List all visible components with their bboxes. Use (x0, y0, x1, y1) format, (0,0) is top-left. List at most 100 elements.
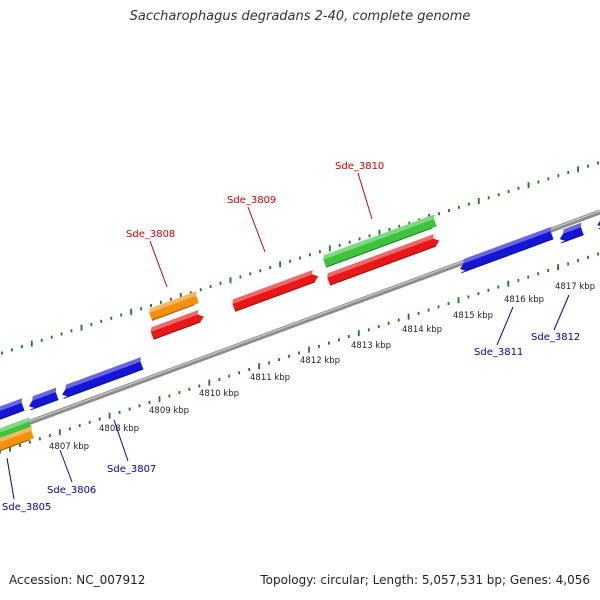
lower-tick (308, 346, 310, 353)
upper-tick (70, 329, 73, 333)
upper-tick (527, 182, 530, 189)
lower-tick-track (0, 252, 599, 454)
lower-tick (517, 278, 520, 282)
scale-labels: 4807 kbp 4808 kbp 4809 kbp 4810 kbp 4811… (49, 282, 595, 452)
upper-tick (319, 250, 321, 254)
gene-label-sde-3808: Sde_3808 (126, 229, 175, 240)
upper-tick (140, 307, 142, 311)
lower-tick (88, 420, 91, 424)
upper-tick (100, 319, 103, 323)
lower-tick (9, 445, 11, 452)
upper-tick (587, 164, 589, 168)
lower-tick (128, 407, 131, 411)
lower-tick (178, 391, 181, 395)
upper-tick (368, 234, 371, 238)
lower-tick (467, 295, 470, 299)
upper-tick (229, 277, 232, 284)
upper-tick (1, 351, 3, 355)
upper-tick (30, 340, 33, 347)
lower-tick (447, 302, 450, 305)
genome-summary-text: Topology: circular; Length: 5,057,531 bp… (260, 573, 590, 587)
upper-tick (408, 221, 411, 225)
upper-tick (269, 266, 272, 269)
upper-tick (40, 338, 43, 342)
lower-tick (427, 308, 430, 312)
lower-tick (158, 396, 161, 403)
feature-orange-sde-3808 (149, 291, 199, 321)
lower-tick (567, 262, 569, 266)
lower-tick (457, 297, 460, 304)
upper-tick (388, 228, 391, 231)
lower-tick (587, 255, 589, 259)
cds-sde-3812 (559, 222, 584, 244)
scale-label-4816: 4816 kbp (504, 295, 544, 305)
upper-tick (120, 313, 123, 317)
upper-tick (80, 324, 83, 331)
cds-sde-3806 (28, 387, 59, 411)
scale-label-4810: 4810 kbp (199, 389, 239, 399)
upper-tick (398, 224, 401, 228)
lower-tick (238, 371, 241, 375)
upper-tick (418, 218, 421, 222)
upper-tick (497, 193, 500, 197)
scale-label-4812: 4812 kbp (300, 356, 340, 366)
scale-label-4809: 4809 kbp (149, 406, 189, 416)
lower-tick (98, 417, 101, 421)
upper-tick (557, 174, 560, 178)
lower-tick (387, 321, 390, 325)
upper-tick (517, 186, 520, 190)
upper-tick (438, 212, 440, 216)
upper-tick (338, 243, 341, 247)
lower-tick (497, 285, 500, 289)
upper-tick (160, 300, 162, 304)
scale-label-4808: 4808 kbp (99, 424, 139, 434)
gene-label-sde-3810: Sde_3810 (335, 161, 384, 172)
lower-tick (148, 401, 151, 404)
lower-tick (338, 338, 340, 342)
upper-tick (348, 240, 351, 244)
upper-tick (567, 171, 570, 174)
lower-tick (268, 361, 270, 365)
lower-tick (29, 440, 31, 444)
lower-tick (537, 272, 540, 276)
lower-tick (168, 394, 171, 398)
upper-tick (179, 293, 182, 299)
scale-label-4815: 4815 kbp (453, 311, 493, 321)
cds-sde-3807 (62, 357, 144, 399)
upper-tick (299, 256, 301, 260)
upper-tick (199, 288, 202, 292)
lower-tick (547, 269, 550, 272)
upper-tick (289, 259, 291, 263)
lower-tick (288, 354, 290, 358)
upper-tick (239, 275, 242, 279)
scale-label-4813: 4813 kbp (351, 341, 391, 351)
lower-tick (527, 275, 530, 279)
lower-tick (487, 288, 490, 292)
scale-label-4817: 4817 kbp (555, 282, 595, 292)
lower-tick (248, 368, 251, 371)
upper-tick (328, 245, 331, 252)
upper-tick (50, 335, 53, 339)
upper-tick (487, 196, 490, 200)
lower-tick (347, 335, 350, 338)
upper-tick (507, 190, 510, 193)
gene-label-sde-3811: Sde_3811 (474, 347, 523, 358)
upper-tick-track (1, 161, 599, 355)
lower-tick (577, 259, 579, 263)
upper-tick (219, 281, 222, 285)
upper-tick (11, 348, 13, 352)
gene-label-sde-3812: Sde_3812 (531, 332, 580, 343)
gene-label-sde-3805: Sde_3805 (2, 502, 51, 513)
lower-tick (367, 328, 370, 332)
lower-tick (507, 280, 510, 287)
upper-tick (249, 272, 252, 276)
upper-tick (21, 345, 23, 349)
upper-tick (60, 332, 63, 336)
lower-tick (68, 427, 71, 431)
gene-labels: Sde_3808 Sde_3809 Sde_3810 Sde_3805 Sde_… (2, 161, 580, 513)
lower-tick (0, 450, 1, 454)
cds-sde-3805 (0, 398, 25, 422)
upper-tick (458, 205, 460, 209)
upper-tick (577, 166, 579, 173)
